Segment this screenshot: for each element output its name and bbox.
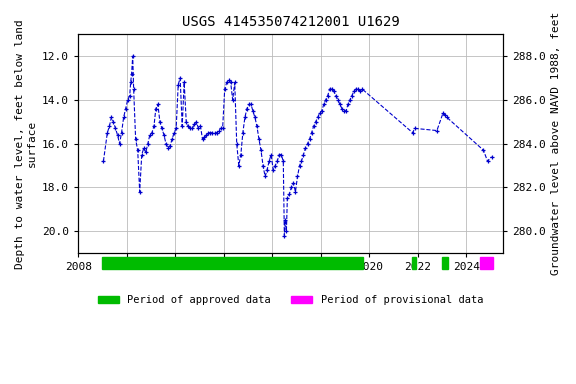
Bar bbox=[480, 257, 492, 270]
Title: USGS 414535074212001 U1629: USGS 414535074212001 U1629 bbox=[181, 15, 399, 29]
Legend: Period of approved data, Period of provisional data: Period of approved data, Period of provi… bbox=[93, 291, 487, 309]
Y-axis label: Depth to water level, feet below land
surface: Depth to water level, feet below land su… bbox=[15, 19, 37, 268]
Bar bbox=[103, 257, 363, 270]
Bar bbox=[442, 257, 448, 270]
Y-axis label: Groundwater level above NAVD 1988, feet: Groundwater level above NAVD 1988, feet bbox=[551, 12, 561, 275]
Bar bbox=[412, 257, 416, 270]
